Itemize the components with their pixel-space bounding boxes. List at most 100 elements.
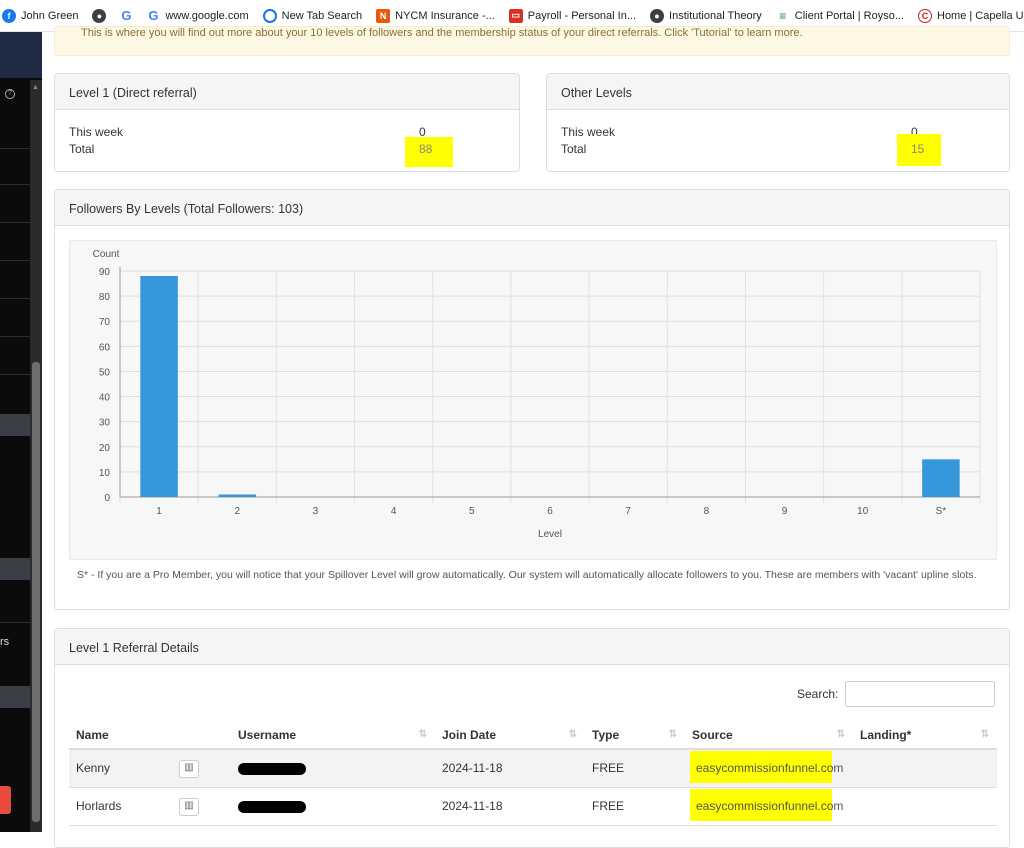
column-header-name[interactable]: Name: [69, 721, 172, 750]
chart-icon[interactable]: ▥: [179, 759, 199, 778]
followers-bar-chart: 0 10 20 30 40 50 60 70 80 90 1 2 3 4 5 6 7 8 9 10 S* Count Lev…: [93, 249, 981, 540]
cell-landing: [853, 787, 997, 826]
column-header-type[interactable]: Type ⇅: [585, 721, 685, 750]
cell-type: FREE: [585, 749, 685, 788]
x-tick-label: 3: [313, 506, 319, 517]
bookmark-label: www.google.com: [165, 9, 249, 22]
bookmark-label: Institutional Theory: [669, 9, 762, 22]
bookmark-institutional-theory[interactable]: ● Institutional Theory: [650, 8, 762, 23]
redaction-mark: [238, 800, 306, 813]
sidebar-divider: [0, 222, 30, 223]
cell-landing: [853, 749, 997, 788]
cell-join-date: 2024-11-18: [435, 787, 585, 826]
x-tick-label: 9: [782, 506, 788, 517]
bookmark-globe[interactable]: ●: [92, 8, 111, 23]
x-tick-label: 2: [234, 506, 240, 517]
bar: [218, 494, 257, 497]
sidebar-item-label[interactable]: rs: [0, 636, 10, 648]
referrals-panel: Level 1 Referral Details Search: Name Us…: [54, 628, 1010, 848]
cell-name: Horlards: [69, 787, 172, 826]
referrals-panel-title: Level 1 Referral Details: [55, 629, 1009, 665]
other-levels-panel: Other Levels This week Total 0 15: [546, 73, 1010, 172]
total-value: 88: [419, 142, 433, 156]
bookmark-new-tab-search[interactable]: New Tab Search: [262, 8, 362, 23]
total-label: Total: [69, 142, 95, 156]
bookmark-client-portal[interactable]: ≡ Client Portal | Royso...: [775, 8, 904, 23]
this-week-value: 0: [911, 125, 918, 139]
x-tick-label: 6: [547, 506, 553, 517]
column-header-source[interactable]: Source ⇅: [685, 721, 853, 750]
help-icon[interactable]: ?: [5, 89, 15, 99]
sort-icon[interactable]: ⇅: [980, 729, 989, 740]
sort-icon[interactable]: ⇅: [568, 729, 577, 740]
sidebar-item[interactable]: [0, 686, 30, 708]
search-label: Search:: [797, 687, 839, 701]
facebook-icon: f: [2, 8, 16, 23]
scroll-up-icon[interactable]: ▲: [32, 84, 39, 91]
sidebar-divider: [0, 298, 30, 299]
sidebar-item[interactable]: [0, 558, 30, 580]
sort-icon[interactable]: ⇅: [836, 729, 845, 740]
bookmark-label: John Green: [21, 9, 79, 22]
capella-icon: C: [918, 8, 932, 23]
level1-panel-title: Level 1 (Direct referral): [55, 74, 519, 110]
bookmark-john-green[interactable]: f John Green: [2, 8, 79, 23]
info-alert: This is where you will find out more abo…: [54, 26, 1010, 56]
cell-source: easycommissionfunnel.com: [685, 787, 853, 826]
bookmark-label: Payroll - Personal In...: [527, 9, 637, 22]
bookmark-google-com[interactable]: G www.google.com: [146, 8, 249, 23]
cell-actions: ▥: [172, 787, 231, 826]
chart-note: S* - If you are a Pro Member, you will n…: [77, 569, 977, 581]
column-header-landing[interactable]: Landing* ⇅: [853, 721, 997, 750]
alert-text: This is where you will find out more abo…: [81, 27, 803, 39]
nycm-icon: N: [376, 8, 391, 23]
sort-icon[interactable]: ⇅: [418, 729, 427, 740]
sidebar: ? ▲ rs: [0, 32, 42, 832]
sort-icon[interactable]: ⇅: [668, 729, 677, 740]
highlight-mark: [405, 137, 453, 167]
column-header-username[interactable]: Username ⇅: [231, 721, 435, 750]
globe-icon: ●: [92, 8, 107, 23]
sidebar-item[interactable]: [0, 414, 30, 436]
highlight-mark: [690, 751, 832, 784]
column-header-join-date[interactable]: Join Date ⇅: [435, 721, 585, 750]
google-icon: G: [119, 8, 134, 23]
sidebar-divider: [0, 148, 30, 149]
sidebar-scrollbar-thumb[interactable]: [32, 362, 40, 822]
sidebar-red-button[interactable]: [0, 786, 11, 814]
bookmark-payroll[interactable]: ▭ Payroll - Personal In...: [508, 8, 637, 23]
this-week-value: 0: [419, 125, 426, 139]
sidebar-divider: [0, 260, 30, 261]
sidebar-item[interactable]: [0, 622, 30, 644]
column-header-actions: [172, 721, 231, 750]
search-input[interactable]: [845, 681, 995, 707]
referrals-table: Name Username ⇅ Join Date ⇅ Type ⇅ Source ⇅ …: [69, 721, 997, 826]
x-tick-label: S*: [936, 506, 947, 517]
bookmark-label: Client Portal | Royso...: [794, 9, 904, 22]
bookmark-capella[interactable]: C Home | Capella Uni...: [918, 8, 1024, 23]
bookmark-nycm[interactable]: N NYCM Insurance -...: [376, 8, 495, 23]
total-label: Total: [561, 142, 587, 156]
highlight-mark: [897, 134, 941, 166]
y-tick-label: 90: [99, 267, 111, 278]
x-tick-label: 8: [704, 506, 710, 517]
cell-join-date: 2024-11-18: [435, 749, 585, 788]
google-icon: G: [146, 8, 161, 23]
x-tick-label: 4: [391, 506, 397, 517]
source-text: easycommissionfunnel.com: [696, 799, 844, 813]
cell-username: [231, 787, 435, 826]
cell-source: easycommissionfunnel.com: [685, 749, 853, 788]
followers-panel: Followers By Levels (Total Followers: 10…: [54, 189, 1010, 610]
bookmark-label: NYCM Insurance -...: [395, 9, 495, 22]
y-tick-label: 70: [99, 317, 111, 328]
payroll-icon: ▭: [508, 8, 523, 23]
cell-type: FREE: [585, 787, 685, 826]
level1-panel: Level 1 (Direct referral) This week Tota…: [54, 73, 520, 172]
y-tick-label: 50: [99, 367, 111, 378]
cell-username: [231, 749, 435, 788]
sidebar-header: [0, 32, 42, 78]
sidebar-divider: [0, 336, 30, 337]
chart-icon[interactable]: ▥: [179, 797, 199, 816]
redaction-mark: [238, 763, 306, 776]
bookmark-google[interactable]: G: [119, 8, 138, 23]
